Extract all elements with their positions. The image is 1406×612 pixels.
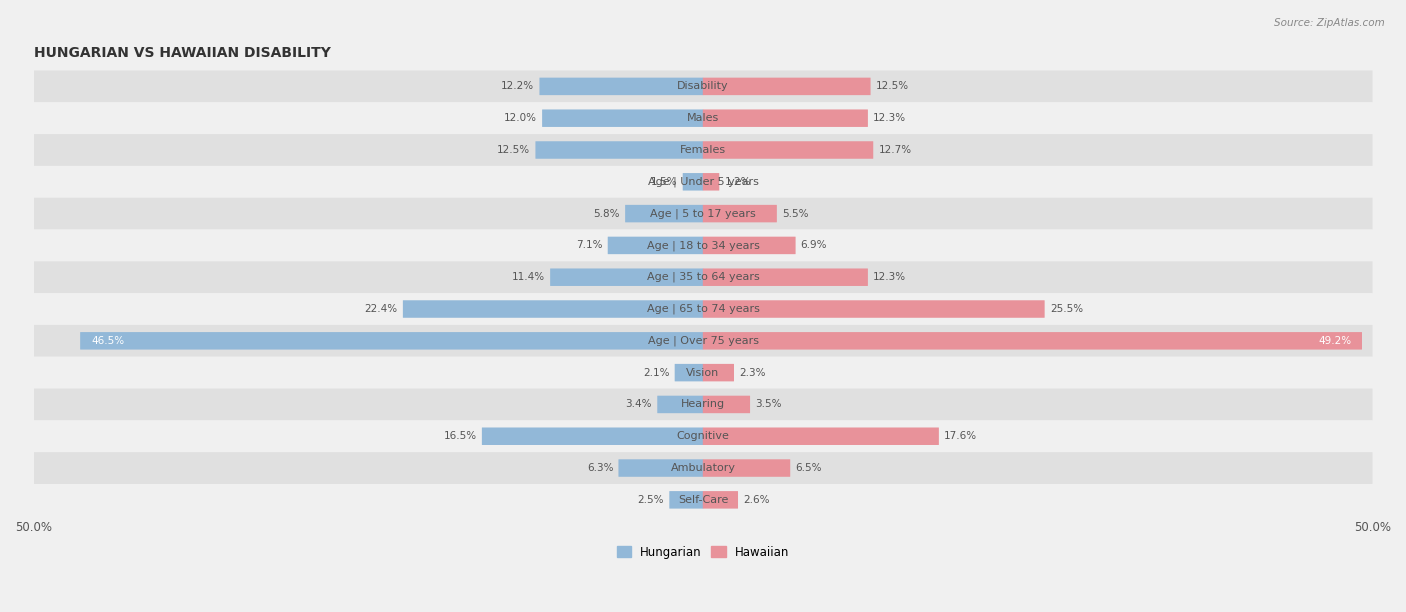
FancyBboxPatch shape: [703, 364, 734, 381]
Text: 46.5%: 46.5%: [91, 336, 124, 346]
Text: 12.5%: 12.5%: [498, 145, 530, 155]
Text: 2.1%: 2.1%: [643, 368, 669, 378]
FancyBboxPatch shape: [550, 269, 703, 286]
FancyBboxPatch shape: [482, 428, 703, 445]
FancyBboxPatch shape: [34, 293, 1372, 325]
FancyBboxPatch shape: [703, 78, 870, 95]
FancyBboxPatch shape: [34, 325, 1372, 357]
FancyBboxPatch shape: [703, 459, 790, 477]
FancyBboxPatch shape: [34, 357, 1372, 389]
Text: 17.6%: 17.6%: [943, 431, 977, 441]
FancyBboxPatch shape: [34, 198, 1372, 230]
Text: 2.3%: 2.3%: [740, 368, 766, 378]
FancyBboxPatch shape: [703, 332, 1362, 349]
FancyBboxPatch shape: [703, 205, 778, 222]
FancyBboxPatch shape: [34, 70, 1372, 102]
FancyBboxPatch shape: [34, 261, 1372, 293]
Text: 11.4%: 11.4%: [512, 272, 546, 282]
Text: 49.2%: 49.2%: [1317, 336, 1351, 346]
Text: Age | 65 to 74 years: Age | 65 to 74 years: [647, 304, 759, 315]
FancyBboxPatch shape: [540, 78, 703, 95]
FancyBboxPatch shape: [703, 237, 796, 254]
FancyBboxPatch shape: [683, 173, 703, 190]
Text: Disability: Disability: [678, 81, 728, 91]
FancyBboxPatch shape: [80, 332, 703, 349]
Text: 5.5%: 5.5%: [782, 209, 808, 218]
Text: 2.5%: 2.5%: [638, 495, 664, 505]
FancyBboxPatch shape: [703, 396, 749, 413]
Text: 12.3%: 12.3%: [873, 272, 907, 282]
Text: 12.7%: 12.7%: [879, 145, 911, 155]
FancyBboxPatch shape: [703, 110, 868, 127]
Text: Ambulatory: Ambulatory: [671, 463, 735, 473]
Text: 22.4%: 22.4%: [364, 304, 398, 314]
FancyBboxPatch shape: [34, 484, 1372, 516]
Text: 16.5%: 16.5%: [443, 431, 477, 441]
Text: Hearing: Hearing: [681, 400, 725, 409]
FancyBboxPatch shape: [607, 237, 703, 254]
FancyBboxPatch shape: [657, 396, 703, 413]
Text: 3.5%: 3.5%: [755, 400, 782, 409]
Text: Age | Over 75 years: Age | Over 75 years: [648, 335, 758, 346]
Text: Age | 5 to 17 years: Age | 5 to 17 years: [650, 208, 756, 219]
FancyBboxPatch shape: [626, 205, 703, 222]
FancyBboxPatch shape: [34, 102, 1372, 134]
Text: Age | 18 to 34 years: Age | 18 to 34 years: [647, 240, 759, 251]
Text: 2.6%: 2.6%: [744, 495, 769, 505]
Text: Age | Under 5 years: Age | Under 5 years: [648, 176, 758, 187]
FancyBboxPatch shape: [669, 491, 703, 509]
FancyBboxPatch shape: [703, 269, 868, 286]
Text: Vision: Vision: [686, 368, 720, 378]
FancyBboxPatch shape: [34, 166, 1372, 198]
FancyBboxPatch shape: [703, 141, 873, 159]
FancyBboxPatch shape: [34, 389, 1372, 420]
Text: 6.9%: 6.9%: [801, 241, 827, 250]
Text: Self-Care: Self-Care: [678, 495, 728, 505]
FancyBboxPatch shape: [675, 364, 703, 381]
Legend: Hungarian, Hawaiian: Hungarian, Hawaiian: [612, 541, 794, 563]
FancyBboxPatch shape: [34, 134, 1372, 166]
Text: 12.3%: 12.3%: [873, 113, 907, 123]
Text: Males: Males: [688, 113, 718, 123]
Text: 12.2%: 12.2%: [501, 81, 534, 91]
Text: Cognitive: Cognitive: [676, 431, 730, 441]
Text: 5.8%: 5.8%: [593, 209, 620, 218]
FancyBboxPatch shape: [404, 300, 703, 318]
Text: 1.5%: 1.5%: [651, 177, 678, 187]
FancyBboxPatch shape: [34, 452, 1372, 484]
FancyBboxPatch shape: [703, 428, 939, 445]
FancyBboxPatch shape: [34, 230, 1372, 261]
Text: 6.5%: 6.5%: [796, 463, 823, 473]
FancyBboxPatch shape: [703, 173, 720, 190]
Text: 1.2%: 1.2%: [724, 177, 751, 187]
Text: 12.5%: 12.5%: [876, 81, 908, 91]
Text: Females: Females: [681, 145, 725, 155]
FancyBboxPatch shape: [536, 141, 703, 159]
FancyBboxPatch shape: [34, 420, 1372, 452]
FancyBboxPatch shape: [543, 110, 703, 127]
FancyBboxPatch shape: [703, 491, 738, 509]
Text: 6.3%: 6.3%: [586, 463, 613, 473]
Text: 12.0%: 12.0%: [503, 113, 537, 123]
Text: Age | 35 to 64 years: Age | 35 to 64 years: [647, 272, 759, 283]
Text: 25.5%: 25.5%: [1050, 304, 1083, 314]
FancyBboxPatch shape: [619, 459, 703, 477]
Text: 7.1%: 7.1%: [576, 241, 603, 250]
Text: 3.4%: 3.4%: [626, 400, 652, 409]
FancyBboxPatch shape: [703, 300, 1045, 318]
Text: Source: ZipAtlas.com: Source: ZipAtlas.com: [1274, 18, 1385, 28]
Text: HUNGARIAN VS HAWAIIAN DISABILITY: HUNGARIAN VS HAWAIIAN DISABILITY: [34, 46, 330, 59]
